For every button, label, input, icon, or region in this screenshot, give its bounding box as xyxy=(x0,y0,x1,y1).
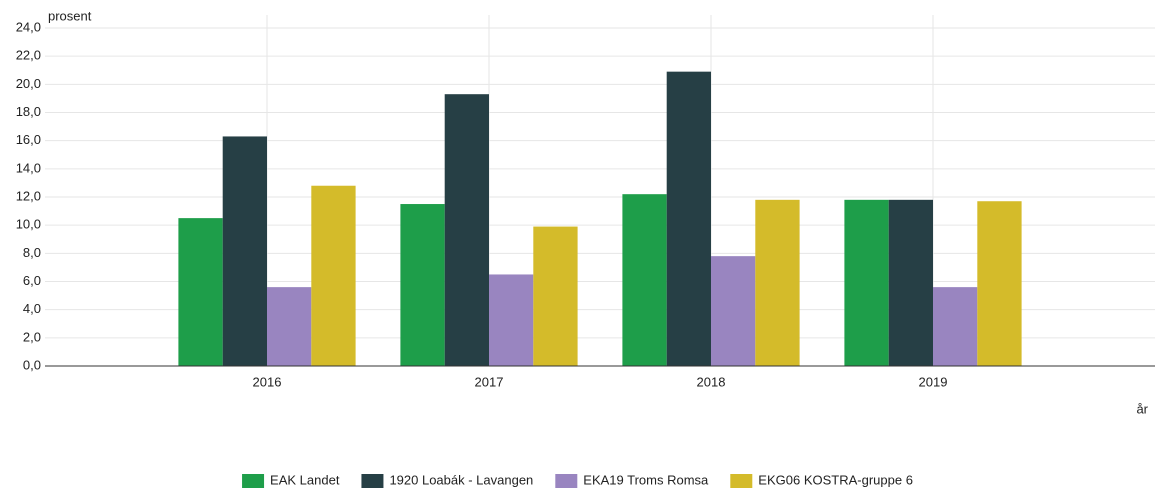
y-tick-label: 16,0 xyxy=(16,132,41,147)
bar xyxy=(711,256,756,366)
y-tick-label: 2,0 xyxy=(23,329,41,344)
bar xyxy=(977,201,1022,366)
legend-label: 1920 Loabák - Lavangen xyxy=(389,472,533,487)
y-tick-label: 18,0 xyxy=(16,104,41,119)
bar xyxy=(533,226,578,366)
y-tick-label: 0,0 xyxy=(23,357,41,372)
x-tick-label: 2018 xyxy=(697,374,726,389)
legend-label: EKG06 KOSTRA-gruppe 6 xyxy=(758,472,913,487)
x-axis-label: år xyxy=(1136,401,1148,416)
y-tick-label: 10,0 xyxy=(16,217,41,232)
bar xyxy=(844,199,889,366)
legend-label: EAK Landet xyxy=(270,472,340,487)
legend-swatch xyxy=(555,474,578,488)
y-tick-label: 8,0 xyxy=(23,245,41,260)
bar xyxy=(622,194,667,366)
bar xyxy=(444,94,489,367)
bar xyxy=(755,199,800,366)
legend-swatch xyxy=(730,474,753,488)
bar xyxy=(178,218,223,366)
y-tick-label: 12,0 xyxy=(16,188,41,203)
y-axis-label: prosent xyxy=(48,8,92,23)
bar xyxy=(666,71,711,367)
bar xyxy=(311,185,356,366)
legend-label: EKA19 Troms Romsa xyxy=(583,472,709,487)
y-tick-label: 14,0 xyxy=(16,160,41,175)
x-tick-label: 2017 xyxy=(475,374,504,389)
x-tick-label: 2016 xyxy=(253,374,282,389)
y-tick-label: 20,0 xyxy=(16,76,41,91)
y-tick-label: 22,0 xyxy=(16,48,41,63)
bar xyxy=(222,136,267,366)
bar xyxy=(400,204,445,366)
bar xyxy=(489,274,534,366)
y-tick-label: 6,0 xyxy=(23,273,41,288)
bar xyxy=(933,287,978,366)
y-tick-label: 4,0 xyxy=(23,301,41,316)
bar xyxy=(888,199,933,366)
bar xyxy=(267,287,312,366)
x-tick-label: 2019 xyxy=(919,374,948,389)
y-tick-label: 24,0 xyxy=(16,19,41,34)
legend-swatch xyxy=(242,474,265,488)
legend-swatch xyxy=(361,474,384,488)
